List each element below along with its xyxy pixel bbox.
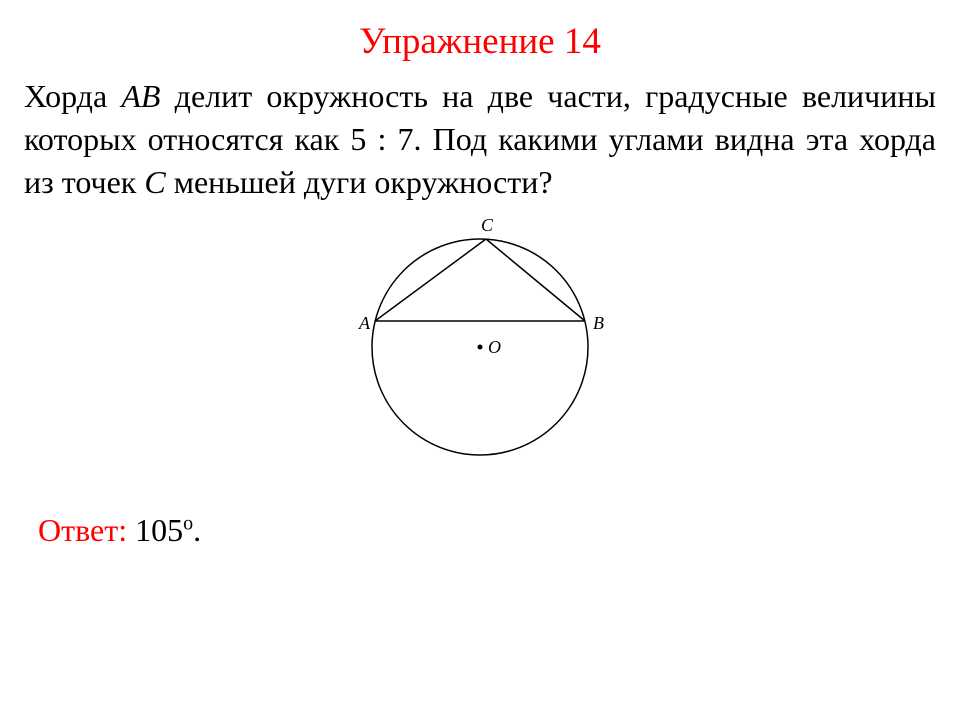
answer-label: Ответ: <box>38 512 127 548</box>
diagram-container: A B C O <box>20 217 940 472</box>
answer-unit: о <box>183 512 193 534</box>
exercise-title: Упражнение 14 <box>20 20 940 63</box>
problem-statement: Хорда AB делит окружность на две части, … <box>20 75 940 205</box>
problem-suffix: меньшей дуги окружности? <box>166 164 553 200</box>
problem-prefix: Хорда <box>24 78 121 114</box>
answer-period: . <box>193 512 201 548</box>
answer-line: Ответ: 105о. <box>20 512 940 549</box>
geometry-svg: A B C O <box>350 217 610 467</box>
svg-text:B: B <box>593 313 604 333</box>
svg-text:O: O <box>488 337 501 357</box>
svg-text:C: C <box>481 217 494 235</box>
point-name: C <box>144 164 165 200</box>
answer-value: 105 <box>127 512 183 548</box>
chord-name: AB <box>121 78 160 114</box>
circle-diagram: A B C O <box>350 217 610 472</box>
svg-text:A: A <box>358 313 371 333</box>
